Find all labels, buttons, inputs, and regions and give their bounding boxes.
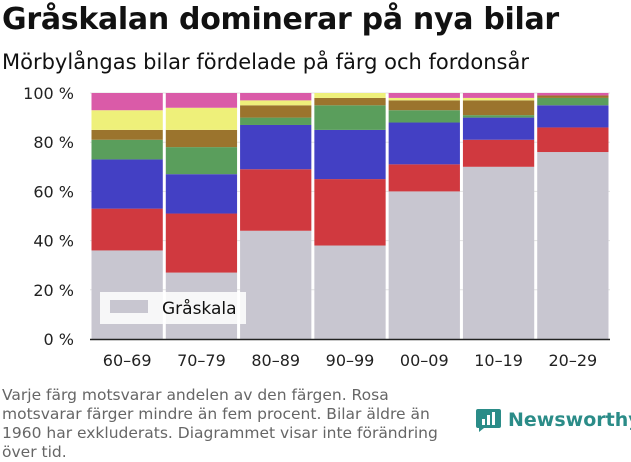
bar-segment xyxy=(388,191,460,339)
y-tick-label: 20 % xyxy=(33,281,74,300)
bar-segment xyxy=(537,95,609,98)
bar-segment xyxy=(314,245,386,339)
bar-segment xyxy=(462,117,535,140)
bar-segment xyxy=(388,100,460,111)
bar-segment xyxy=(240,117,312,125)
bar-segment xyxy=(240,100,312,106)
x-tick-label: 00–09 xyxy=(400,351,449,370)
bar-segment xyxy=(537,127,609,153)
bar-segment xyxy=(537,93,609,96)
bar-segment xyxy=(240,169,312,231)
x-tick-label: 70–79 xyxy=(177,351,226,370)
bar-segment xyxy=(314,105,386,130)
legend-swatch-graskala xyxy=(110,300,148,313)
bar-segment xyxy=(314,129,386,180)
bar-segment xyxy=(537,105,609,128)
bar-segment xyxy=(165,174,238,214)
y-tick-label: 60 % xyxy=(33,182,74,201)
bar-segment xyxy=(537,152,609,339)
bar-segment xyxy=(537,97,609,106)
bar-segment xyxy=(240,124,312,170)
bar-segment xyxy=(462,97,535,101)
bar-segment xyxy=(462,100,535,116)
bar-segment xyxy=(240,93,312,101)
x-tick-label: 60–69 xyxy=(103,351,152,370)
x-tick-label: 20–29 xyxy=(548,351,597,370)
bar-segment xyxy=(91,93,163,111)
y-tick-label: 80 % xyxy=(33,133,74,152)
bar-segment xyxy=(462,93,535,98)
x-tick-label: 10–19 xyxy=(474,351,523,370)
y-tick-label: 0 % xyxy=(44,330,74,349)
bar-chart-logo-icon xyxy=(476,409,501,432)
bar-segment xyxy=(91,139,163,160)
newsworthy-logo[interactable]: Newsworthy xyxy=(476,406,631,433)
bar-segment xyxy=(462,139,535,167)
bar-segment xyxy=(314,97,386,106)
x-tick-label: 80–89 xyxy=(251,351,300,370)
bar-segment xyxy=(388,122,460,165)
bar-segment xyxy=(165,213,238,273)
bar-segment xyxy=(388,97,460,101)
y-tick-label: 40 % xyxy=(33,232,74,251)
bar-segment xyxy=(314,179,386,246)
bar-segment xyxy=(165,147,238,175)
axes: 0 % 20 % 40 % 60 % 80 % 100 % 60–69 70–79 80–89 9… xyxy=(23,84,610,370)
x-tick-label: 90–99 xyxy=(326,351,375,370)
stacked-bar-chart: 0 % 20 % 40 % 60 % 80 % 100 % 60–69 70–79 80–89 9… xyxy=(23,84,610,370)
bar-segment xyxy=(91,208,163,251)
bar-segment xyxy=(91,159,163,209)
chart-title: Gråskalan dominerar på nya bilar xyxy=(2,2,559,37)
bar-segment xyxy=(165,93,238,108)
brand-name: Newsworthy xyxy=(508,408,631,431)
bar-segment xyxy=(91,110,163,130)
bar-segment xyxy=(240,230,312,339)
legend-label-graskala: Gråskala xyxy=(162,298,237,319)
bar-segment xyxy=(165,129,238,148)
bar-segment xyxy=(91,129,163,140)
chart-subtitle: Mörbylångas bilar fördelade på färg och … xyxy=(2,50,529,74)
bar-segment xyxy=(462,115,535,118)
legend: Gråskala xyxy=(100,292,246,324)
footnote: Varje färg motsvarar andelen av den färg… xyxy=(2,386,438,461)
bar-segment xyxy=(388,110,460,123)
bar-segment xyxy=(165,107,238,130)
bar-segment xyxy=(388,164,460,192)
bar-segment xyxy=(314,93,386,98)
bar-segment xyxy=(462,166,535,339)
bar-segment xyxy=(388,93,460,98)
y-tick-label: 100 % xyxy=(23,84,74,103)
bar-segment xyxy=(240,105,312,118)
